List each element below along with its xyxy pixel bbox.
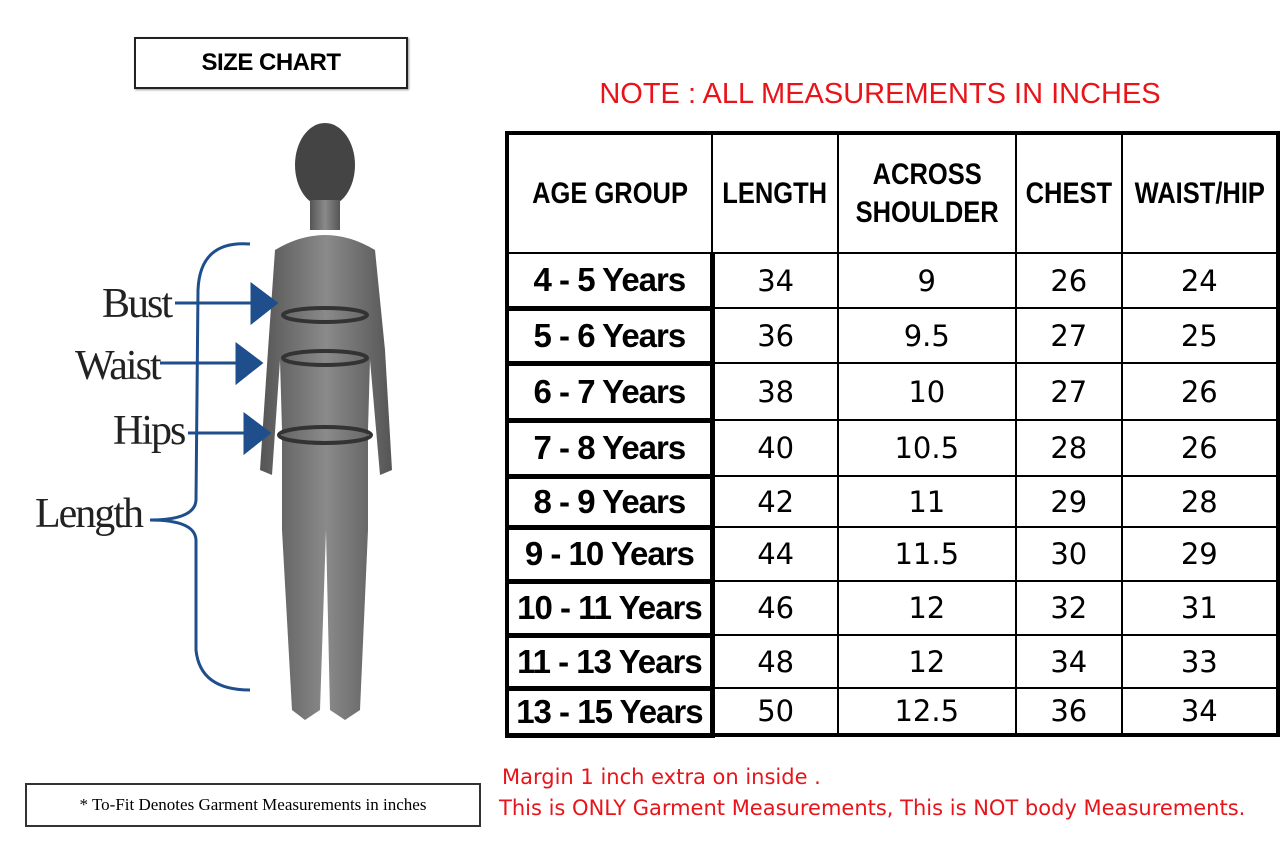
table-row: 7 - 8 Years 40 10.5 28 26 [505, 419, 1280, 479]
table-row: 6 - 7 Years 38 10 27 26 [505, 362, 1280, 423]
cell-waist-hip: 34 [1120, 687, 1280, 736]
cell-across-shoulder: 12 [836, 580, 1017, 636]
cell-waist-hip: 33 [1120, 634, 1280, 689]
cell-across-shoulder: 10.5 [836, 419, 1017, 477]
length-label: Length [35, 491, 144, 537]
table-row: 8 - 9 Years 42 11 29 28 [505, 475, 1280, 530]
cell-across-shoulder: 10 [836, 362, 1017, 421]
header-across-shoulder: ACROSS SHOULDER [850, 132, 1004, 254]
table-row: 4 - 5 Years 34 9 26 24 [505, 252, 1280, 311]
cell-length: 38 [711, 362, 839, 421]
cell-chest: 27 [1014, 307, 1123, 364]
cell-length: 46 [711, 580, 839, 636]
table-row: 10 - 11 Years 46 12 32 31 [505, 580, 1280, 638]
cell-age-group: 8 - 9 Years [505, 475, 715, 530]
cell-across-shoulder: 12 [836, 634, 1017, 689]
cell-length: 50 [711, 687, 839, 736]
cell-length: 42 [711, 475, 839, 528]
cell-age-group: 7 - 8 Years [505, 419, 715, 479]
cell-waist-hip: 29 [1120, 526, 1280, 582]
header-age-group: AGE GROUP [521, 132, 698, 254]
cell-waist-hip: 26 [1120, 419, 1280, 477]
cell-chest: 34 [1014, 634, 1123, 689]
cell-chest: 36 [1014, 687, 1123, 736]
remark-garment-only: This is ONLY Garment Measurements, This … [499, 796, 1246, 820]
cell-waist-hip: 24 [1120, 252, 1280, 309]
size-chart-title: SIZE CHART [134, 37, 408, 89]
remark-margin: Margin 1 inch extra on inside . [502, 765, 821, 789]
cell-chest: 26 [1014, 252, 1123, 309]
bust-label: Bust [102, 281, 173, 327]
cell-across-shoulder: 9.5 [836, 307, 1017, 364]
cell-age-group: 9 - 10 Years [505, 526, 715, 584]
cell-across-shoulder: 11 [836, 475, 1017, 528]
cell-chest: 30 [1014, 526, 1123, 582]
cell-length: 44 [711, 526, 839, 582]
cell-length: 34 [711, 252, 839, 309]
arrows [149, 242, 279, 692]
table-row: 9 - 10 Years 44 11.5 30 29 [505, 526, 1280, 584]
cell-length: 48 [711, 634, 839, 689]
cell-across-shoulder: 12.5 [836, 687, 1017, 736]
cell-across-shoulder: 9 [836, 252, 1017, 309]
table-row: 5 - 6 Years 36 9.5 27 25 [505, 307, 1280, 366]
cell-chest: 28 [1014, 419, 1123, 477]
cell-chest: 32 [1014, 580, 1123, 636]
cell-age-group: 13 - 15 Years [505, 687, 715, 738]
cell-age-group: 4 - 5 Years [505, 252, 715, 311]
cell-age-group: 11 - 13 Years [505, 634, 715, 691]
cell-across-shoulder: 11.5 [836, 526, 1017, 582]
header-chest: CHEST [1023, 132, 1115, 254]
waist-label: Waist [75, 343, 162, 389]
table-header-row: AGE GROUP LENGTH ACROSS SHOULDER CHEST W… [507, 132, 1278, 254]
cell-waist-hip: 26 [1120, 362, 1280, 421]
footnote: * To-Fit Denotes Garment Measurements in… [25, 783, 481, 827]
header-length: LENGTH [720, 132, 830, 254]
size-table: AGE GROUP LENGTH ACROSS SHOULDER CHEST W… [505, 131, 1280, 738]
cell-age-group: 6 - 7 Years [505, 362, 715, 423]
cell-waist-hip: 25 [1120, 307, 1280, 364]
cell-age-group: 10 - 11 Years [505, 580, 715, 638]
measurement-note: NOTE : ALL MEASUREMENTS IN INCHES [599, 78, 1161, 110]
header-waist-hip: WAIST/HIP [1132, 132, 1268, 254]
cell-age-group: 5 - 6 Years [505, 307, 715, 366]
cell-chest: 29 [1014, 475, 1123, 528]
table-row: 13 - 15 Years 50 12.5 36 34 [505, 687, 1280, 738]
cell-chest: 27 [1014, 362, 1123, 421]
table-row: 11 - 13 Years 48 12 34 33 [505, 634, 1280, 691]
cell-waist-hip: 28 [1120, 475, 1280, 528]
measurement-bands [277, 306, 373, 445]
cell-waist-hip: 31 [1120, 580, 1280, 636]
cell-length: 36 [711, 307, 839, 364]
child-silhouette-figure [149, 123, 392, 720]
silhouette-body [260, 123, 392, 720]
cell-length: 40 [711, 419, 839, 477]
hips-label: Hips [113, 408, 186, 454]
